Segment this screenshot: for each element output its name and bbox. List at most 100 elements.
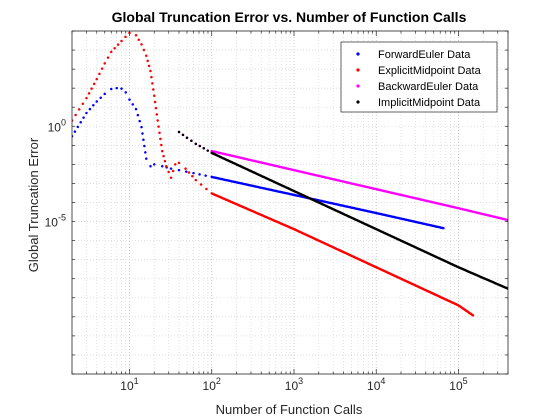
y-tick-base: 10 — [48, 120, 62, 134]
data-point — [171, 169, 175, 173]
x-tick-exponent: 4 — [380, 376, 385, 386]
x-tick-base: 10 — [285, 379, 299, 393]
data-point — [155, 113, 159, 116]
data-point — [76, 125, 80, 129]
data-point — [153, 100, 157, 104]
data-point — [162, 154, 165, 158]
data-point — [142, 138, 145, 141]
data-point — [198, 173, 201, 176]
x-tick-label: 102 — [203, 376, 221, 393]
legend-marker — [356, 68, 360, 72]
legend-entry: ExplicitMidpoint Data — [378, 65, 482, 77]
data-point — [153, 163, 156, 166]
data-point — [124, 91, 127, 94]
data-point — [158, 131, 161, 134]
data-point — [471, 314, 475, 317]
x-tick-exponent: 2 — [216, 376, 221, 386]
data-point — [167, 170, 170, 174]
data-point — [206, 149, 209, 152]
data-point — [142, 48, 146, 52]
data-point — [143, 144, 146, 148]
data-point — [120, 87, 123, 90]
legend: ForwardEuler Data ExplicitMidpoint Data Ba… — [340, 41, 498, 113]
legend-marker — [356, 100, 360, 104]
data-point — [103, 92, 106, 96]
data-point — [184, 167, 187, 170]
data-point — [77, 108, 81, 111]
data-point — [165, 164, 168, 168]
y-tick-base: 10 — [45, 216, 59, 230]
data-point — [103, 62, 106, 65]
data-point — [81, 102, 85, 105]
data-point — [150, 75, 153, 79]
data-point — [204, 174, 207, 177]
data-point — [128, 98, 131, 101]
data-point — [124, 35, 127, 39]
data-point — [163, 159, 167, 163]
series-1 — [72, 31, 475, 317]
data-point — [149, 164, 152, 168]
data-point — [198, 144, 202, 148]
data-point — [136, 113, 140, 117]
data-point — [145, 54, 148, 58]
data-point — [160, 143, 163, 147]
data-layer — [72, 31, 508, 317]
data-point — [100, 67, 104, 70]
data-point — [109, 87, 113, 91]
x-tick-label: 104 — [367, 376, 385, 393]
data-point — [156, 119, 159, 122]
x-tick-base: 10 — [203, 379, 217, 393]
data-point — [190, 139, 193, 143]
data-point — [147, 64, 151, 68]
x-tick-label: 101 — [120, 376, 138, 393]
data-point — [177, 130, 181, 134]
legend-entry: ImplicitMidpoint Data — [378, 97, 481, 109]
data-point — [152, 88, 155, 91]
data-point — [116, 43, 120, 46]
y-tick-exponent: 0 — [61, 117, 66, 127]
x-tick-exponent: 3 — [298, 376, 303, 386]
data-point — [173, 163, 177, 166]
legend-entry: ForwardEuler Data — [378, 49, 471, 61]
data-point — [151, 82, 154, 85]
data-point — [92, 82, 96, 86]
x-tick-base: 10 — [120, 379, 134, 393]
data-point — [134, 33, 138, 37]
series-2 — [177, 130, 508, 222]
data-point — [88, 107, 92, 111]
data-point — [137, 38, 140, 42]
data-point — [120, 39, 123, 43]
data-point — [90, 87, 93, 90]
data-point — [82, 116, 85, 119]
data-point — [85, 96, 88, 100]
data-point — [131, 103, 134, 106]
data-point — [181, 133, 185, 137]
data-point — [141, 132, 144, 135]
grid-lines — [71, 30, 509, 375]
data-point — [157, 125, 160, 128]
y-tick-exponent: -5 — [58, 213, 66, 223]
data-point — [95, 100, 99, 103]
y-axis-label: Global Truncation Error — [26, 137, 41, 272]
data-point — [134, 107, 138, 111]
x-tick-label: 105 — [449, 376, 467, 393]
data-point — [160, 149, 164, 153]
data-point — [73, 130, 77, 133]
data-point — [87, 92, 91, 95]
data-point — [192, 171, 195, 175]
data-point — [169, 167, 173, 170]
data-point — [138, 119, 141, 123]
data-point — [99, 96, 102, 99]
data-point — [185, 170, 188, 173]
data-point — [140, 125, 143, 129]
data-point — [79, 121, 82, 124]
series-3 — [177, 130, 508, 290]
data-point — [144, 151, 147, 154]
data-point — [159, 137, 162, 141]
data-point — [115, 86, 118, 90]
data-point — [85, 111, 88, 115]
x-tick-base: 10 — [449, 379, 463, 393]
data-point — [194, 178, 198, 182]
data-point — [113, 47, 116, 50]
data-point — [98, 72, 101, 76]
